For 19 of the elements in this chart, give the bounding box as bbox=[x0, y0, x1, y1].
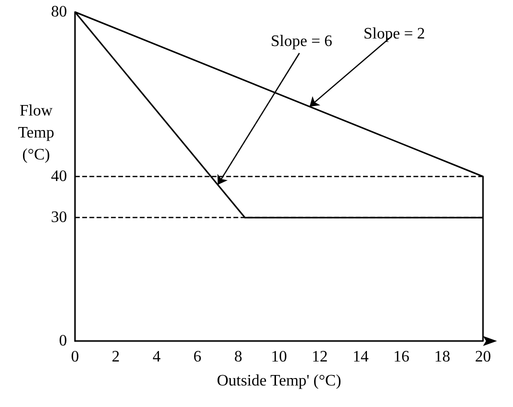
y-axis-title: Flow Temp (°C) bbox=[18, 102, 54, 164]
y-tick-label: 0 bbox=[59, 332, 67, 350]
x-tick-label: 8 bbox=[234, 348, 242, 366]
x-tick-label: 6 bbox=[193, 348, 202, 366]
x-tick-label: 10 bbox=[271, 348, 287, 366]
y-tick-label: 30 bbox=[51, 209, 67, 226]
x-tick-label: 2 bbox=[112, 348, 120, 366]
y-tick-label: 80 bbox=[51, 4, 67, 20]
x-tick-label: 20 bbox=[475, 348, 491, 366]
x-tick-label: 16 bbox=[393, 348, 410, 366]
x-tick-label: 12 bbox=[312, 348, 328, 366]
x-tick-label: 18 bbox=[434, 348, 450, 366]
x-tick-label: 0 bbox=[71, 348, 79, 366]
x-tick-label: 4 bbox=[152, 348, 161, 366]
x-axis-title: Outside Temp' (°C) bbox=[216, 372, 342, 390]
annotation: Slope = 6 bbox=[270, 33, 332, 50]
y-tick-label: 40 bbox=[51, 168, 67, 185]
annotation: Slope = 2 bbox=[364, 26, 425, 43]
x-tick-label: 14 bbox=[352, 348, 369, 366]
